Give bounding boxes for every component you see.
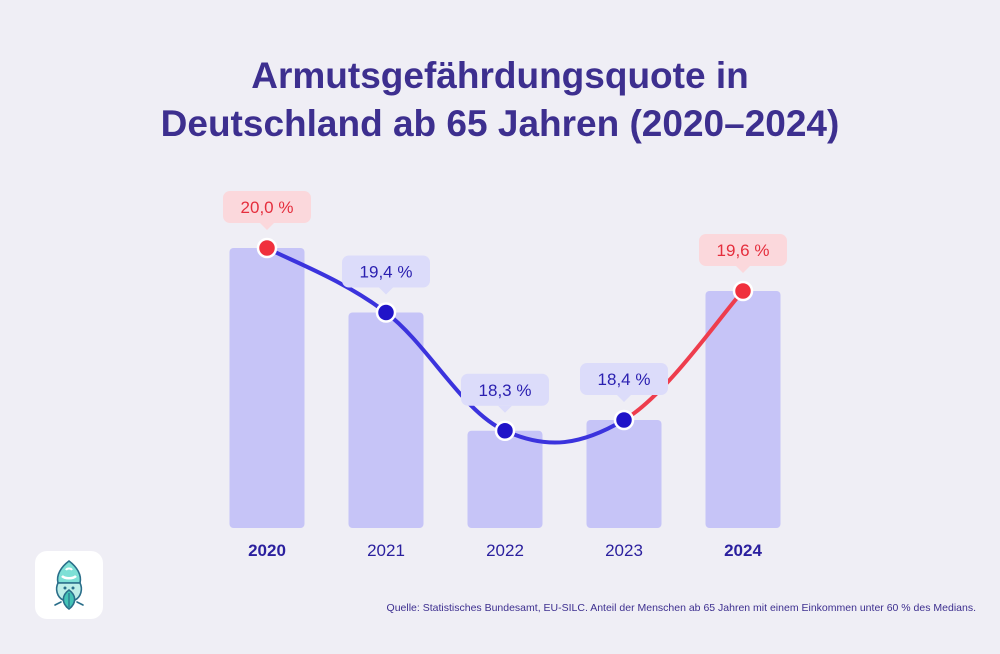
data-label-text: 20,0 % xyxy=(241,198,294,217)
bar-2022 xyxy=(467,430,543,528)
data-point-2022 xyxy=(494,420,516,441)
data-label-box xyxy=(461,373,549,406)
data-label-pointer xyxy=(736,266,750,273)
chart-title-line-2: Deutschland ab 65 Jahren (2020–2024) xyxy=(160,103,840,144)
data-label-pointer xyxy=(617,395,631,402)
chart-title-line-1: Armutsgefährdungsquote in xyxy=(251,55,749,96)
x-axis-ticks-group: 2020 2021 2022 2023 2024 xyxy=(248,541,762,560)
data-label-pointer xyxy=(379,287,393,295)
trend-line-segment-2021-2022 xyxy=(384,310,507,433)
data-label-text: 18,3 % xyxy=(479,381,532,400)
x-tick-label-2021: 2021 xyxy=(367,541,405,560)
data-label-2024: 19,6 % xyxy=(699,234,787,273)
data-label-2021: 19,4 % xyxy=(342,255,430,295)
trend-line-segment-2022-2023 xyxy=(503,418,626,445)
data-label-2020: 20,0 % xyxy=(223,191,311,230)
data-points-group xyxy=(256,237,754,441)
bar-2024 xyxy=(705,291,781,528)
data-point-2020 xyxy=(256,237,278,259)
data-label-box xyxy=(699,234,787,266)
trend-line-segment-2023-2024 xyxy=(622,289,745,422)
bars-group xyxy=(229,248,781,528)
data-point-2021 xyxy=(375,302,397,323)
data-label-box xyxy=(342,255,430,288)
x-tick-label-2020: 2020 xyxy=(248,541,286,560)
x-tick-label-2023: 2023 xyxy=(605,541,643,560)
leaf-character-logo-icon xyxy=(54,559,84,611)
data-label-box xyxy=(580,363,668,395)
data-label-pointer xyxy=(260,223,274,230)
x-tick-label-2022: 2022 xyxy=(486,541,524,560)
data-label-text: 19,6 % xyxy=(717,241,770,260)
x-tick-label-2024: 2024 xyxy=(724,541,762,560)
chart-title: Armutsgefährdungsquote in Deutschland ab… xyxy=(0,52,1000,148)
source-note: Quelle: Statistisches Bundesamt, EU-SILC… xyxy=(386,602,976,614)
bar-2021 xyxy=(348,312,424,528)
data-labels-group: 20,0 % 19,4 % 18,3 % 18,4 % 19,6 % xyxy=(223,191,787,413)
data-label-2022: 18,3 % xyxy=(461,373,549,413)
data-label-text: 19,4 % xyxy=(360,263,413,282)
data-label-text: 18,4 % xyxy=(598,370,651,389)
bar-2023 xyxy=(586,420,662,528)
data-label-2023: 18,4 % xyxy=(580,363,668,402)
brand-logo xyxy=(35,551,103,619)
data-point-2023 xyxy=(613,409,635,431)
bar-2020 xyxy=(229,248,305,528)
data-point-2024 xyxy=(732,280,754,302)
trend-line-group xyxy=(265,246,745,445)
data-label-pointer xyxy=(498,405,512,413)
data-label-box xyxy=(223,191,311,223)
